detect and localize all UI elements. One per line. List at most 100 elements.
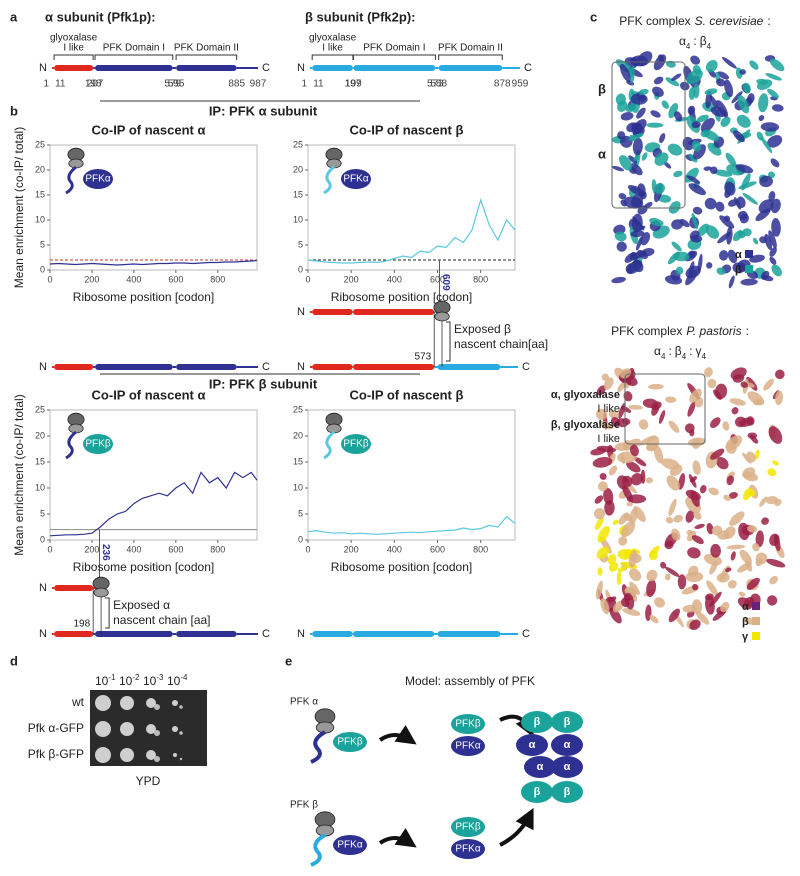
structure-element xyxy=(691,535,704,545)
domain-bracket xyxy=(311,54,354,60)
structure-element xyxy=(696,114,709,123)
dilution-exponent: -4 xyxy=(180,673,188,682)
x-tick-label: 200 xyxy=(84,274,99,284)
structure-element xyxy=(685,510,695,523)
complex-title: PFK complex S. cerevisiae: xyxy=(619,14,770,28)
structure-element xyxy=(592,456,613,468)
x-tick-label: 800 xyxy=(210,544,225,554)
structure-element xyxy=(691,599,702,615)
structure-element xyxy=(658,54,665,63)
structure-element xyxy=(622,484,633,502)
structure-element xyxy=(620,112,634,121)
protein-blob xyxy=(83,434,113,454)
structure-element xyxy=(706,522,714,535)
structure-element xyxy=(717,232,731,244)
nascent-chain xyxy=(323,430,335,460)
structure-element xyxy=(611,276,626,284)
protein-label: PFKα xyxy=(85,174,110,185)
structure-element xyxy=(631,194,643,209)
structure-element xyxy=(764,233,773,251)
n-terminus: N xyxy=(39,361,47,373)
domain-segment xyxy=(95,364,173,370)
x-tick-label: 600 xyxy=(430,274,445,284)
structure-element xyxy=(746,416,755,426)
protein-blob xyxy=(341,169,371,189)
structure-element xyxy=(705,225,720,239)
structure-element xyxy=(596,546,610,560)
structure-element xyxy=(771,104,784,112)
structure-element xyxy=(686,175,701,184)
structure-element xyxy=(671,219,684,230)
structure-element xyxy=(646,579,657,597)
structure-element xyxy=(668,498,677,517)
protein-blob xyxy=(341,434,371,454)
structure-element xyxy=(657,194,672,203)
structure-element xyxy=(654,183,666,194)
structure-element xyxy=(754,449,760,460)
structure-element xyxy=(687,547,701,559)
structure-element xyxy=(646,435,660,451)
structure-element xyxy=(648,383,664,390)
x-axis-label: Ribosome position [codon] xyxy=(331,290,472,304)
structure-element xyxy=(630,444,639,457)
structure-element xyxy=(774,390,784,406)
structure-element xyxy=(684,167,699,183)
structure-element xyxy=(669,464,683,476)
structure-element xyxy=(733,130,745,143)
y-tick-label: 20 xyxy=(35,430,45,440)
structure-element xyxy=(726,475,734,486)
legend-label: β xyxy=(742,616,749,628)
structure-element xyxy=(664,573,671,581)
structure-element xyxy=(594,495,604,504)
structure-element xyxy=(616,571,622,586)
complex-subunit xyxy=(521,781,553,803)
arrow xyxy=(378,828,417,848)
structure-element xyxy=(671,73,682,81)
position-label: 11 xyxy=(313,79,324,90)
structure-element xyxy=(735,164,754,174)
complex-subunit xyxy=(524,756,556,778)
ip-header: IP: PFK β subunit xyxy=(209,376,318,391)
structure-element xyxy=(729,511,745,526)
subunit-symbol: β xyxy=(675,344,682,358)
structure-element xyxy=(686,529,693,535)
structure-element xyxy=(768,171,776,179)
n-terminus: N xyxy=(297,628,305,640)
structure-element xyxy=(600,598,610,615)
subunit-symbol: β xyxy=(700,34,707,48)
structure-element xyxy=(746,577,760,590)
side-label: β, glyoxalase xyxy=(551,419,620,431)
structure-element xyxy=(597,526,610,543)
structure-element xyxy=(630,66,635,84)
y-tick-label: 5 xyxy=(298,508,303,518)
complex-subunit xyxy=(551,734,583,756)
structure-element xyxy=(621,521,636,538)
y-tick-label: 0 xyxy=(298,264,303,274)
x-tick-label: 200 xyxy=(84,544,99,554)
position-label: 987 xyxy=(250,79,267,90)
y-tick-label: 20 xyxy=(293,164,303,174)
subunit-count: 4 xyxy=(701,352,706,361)
domain-segment xyxy=(312,631,353,637)
structure-element xyxy=(596,445,617,453)
data-line xyxy=(49,471,258,537)
structure-element xyxy=(622,608,641,616)
colony xyxy=(154,704,160,710)
structure-element xyxy=(646,122,664,128)
structure-element xyxy=(730,367,747,380)
structure-element xyxy=(740,278,758,286)
structure-element xyxy=(769,575,778,585)
structure-element xyxy=(741,173,751,191)
structure-element xyxy=(629,568,642,582)
domain-label: PFK Domain II xyxy=(174,43,239,54)
protein-blob xyxy=(451,839,485,859)
structure-element xyxy=(659,133,666,144)
structure-element xyxy=(599,472,607,480)
position-label: 11 xyxy=(55,79,66,90)
position-label: 573 xyxy=(427,79,444,90)
subunit-symbol: γ xyxy=(695,344,701,358)
position-label: 579 xyxy=(164,79,181,90)
protein-label: PFKβ xyxy=(343,439,368,450)
structure-element xyxy=(770,158,780,168)
panel-label: b xyxy=(10,103,18,118)
